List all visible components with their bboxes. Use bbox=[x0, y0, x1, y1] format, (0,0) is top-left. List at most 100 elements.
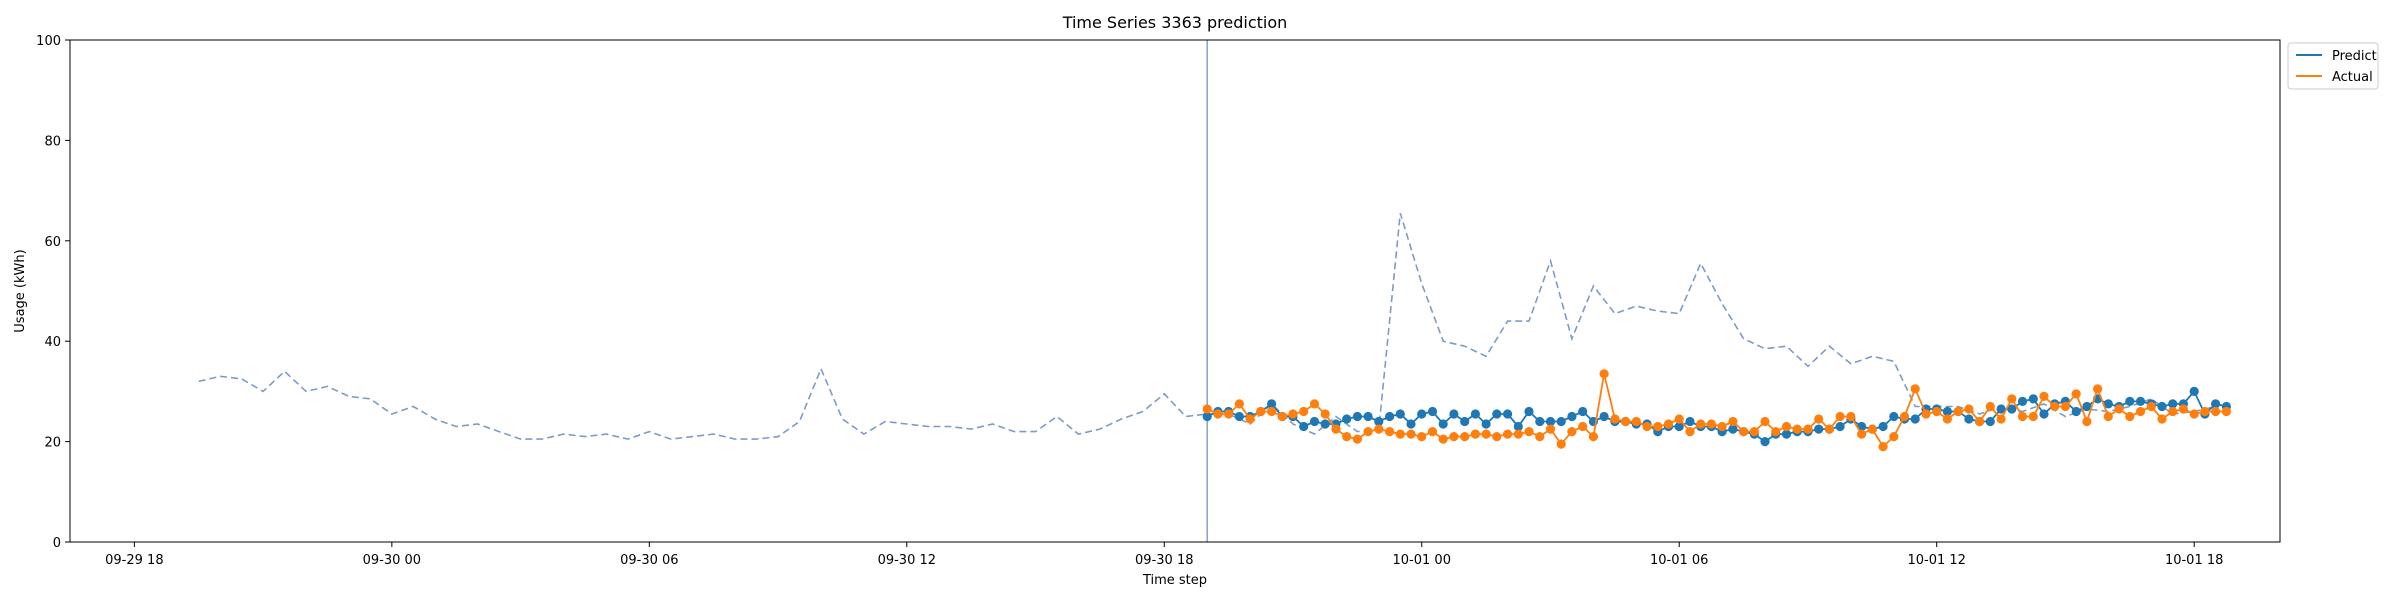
predict-point bbox=[1374, 416, 1384, 427]
actual-point bbox=[1202, 404, 1212, 414]
predict-point bbox=[1556, 416, 1566, 427]
x-tick-label: 09-30 00 bbox=[363, 553, 421, 568]
history-line bbox=[198, 212, 2216, 440]
actual-point bbox=[1224, 409, 1234, 419]
y-tick-label: 20 bbox=[44, 436, 61, 451]
actual-point bbox=[1728, 416, 1738, 427]
actual-point bbox=[1975, 416, 1985, 427]
predict-point bbox=[1299, 421, 1309, 432]
predict-point bbox=[1781, 429, 1792, 439]
actual-point bbox=[1824, 424, 1834, 434]
actual-point bbox=[1857, 429, 1867, 439]
y-axis: 0 20 40 60 80 100 bbox=[36, 34, 70, 551]
actual-point bbox=[1771, 427, 1781, 437]
predict-point bbox=[1492, 409, 1502, 419]
predict-point bbox=[1267, 399, 1277, 409]
actual-point bbox=[1749, 427, 1759, 437]
predict-point bbox=[1352, 411, 1362, 422]
predict-point bbox=[1985, 416, 1995, 427]
actual-point bbox=[1932, 406, 1942, 417]
actual-point bbox=[1835, 411, 1845, 422]
predict-point bbox=[1234, 411, 1244, 422]
actual-point bbox=[2007, 394, 2017, 404]
actual-point bbox=[1331, 424, 1341, 434]
actual-point bbox=[2017, 411, 2028, 422]
actual-point bbox=[1663, 419, 1674, 429]
actual-point bbox=[2135, 406, 2146, 417]
actual-point bbox=[1470, 429, 1480, 439]
actual-point bbox=[1996, 414, 2006, 424]
predict-point bbox=[1406, 419, 1416, 429]
actual-point bbox=[1706, 419, 1716, 429]
actual-point bbox=[1674, 414, 1684, 424]
actual-point bbox=[1910, 384, 1920, 394]
predict-point bbox=[2168, 399, 2178, 409]
actual-point bbox=[1889, 432, 1899, 442]
predict-point bbox=[1470, 409, 1480, 419]
predict-point bbox=[1889, 411, 1899, 422]
x-tick-label: 10-01 00 bbox=[1393, 553, 1451, 568]
actual-point bbox=[1867, 424, 1877, 434]
actual-point bbox=[1878, 442, 1888, 452]
predict-point bbox=[1545, 416, 1556, 427]
predict-point bbox=[1814, 424, 1824, 434]
actual-point bbox=[1556, 439, 1566, 449]
predict-point bbox=[1342, 414, 1352, 424]
predict-point bbox=[1964, 414, 1974, 424]
predict-point bbox=[1535, 416, 1545, 427]
predict-point bbox=[2082, 401, 2092, 412]
x-tick-label: 09-30 06 bbox=[620, 553, 678, 568]
actual-point bbox=[1792, 424, 1802, 434]
predict-point bbox=[2125, 396, 2135, 406]
actual-point bbox=[1921, 409, 1931, 419]
x-tick-label: 10-01 06 bbox=[1650, 553, 1708, 568]
actual-point bbox=[1342, 432, 1352, 442]
predict-point bbox=[2007, 404, 2017, 414]
actual-point bbox=[1578, 421, 1588, 432]
actual-point bbox=[2093, 384, 2103, 394]
actual-point bbox=[1760, 416, 1770, 427]
predict-point bbox=[2189, 386, 2199, 396]
actual-point bbox=[1985, 401, 1995, 412]
actual-point bbox=[1567, 427, 1577, 437]
predict-point bbox=[1599, 411, 1609, 422]
actual-point bbox=[1964, 404, 1974, 414]
predict-point bbox=[1513, 421, 1523, 432]
actual-point bbox=[2071, 389, 2081, 399]
actual-point bbox=[1899, 411, 1910, 422]
predict-point bbox=[1395, 409, 1405, 419]
history-layer bbox=[198, 40, 2216, 542]
actual-point bbox=[1545, 424, 1556, 434]
actual-point bbox=[2039, 391, 2049, 401]
actual-point bbox=[1406, 429, 1416, 439]
x-tick-label: 10-01 18 bbox=[2165, 553, 2223, 568]
actual-point bbox=[1460, 432, 1470, 442]
actual-point bbox=[1781, 421, 1792, 432]
actual-point bbox=[2157, 414, 2167, 424]
x-tick-label: 10-01 12 bbox=[1907, 553, 1965, 568]
predict-point bbox=[1202, 411, 1212, 422]
predict-point bbox=[1438, 419, 1448, 429]
actual-point bbox=[1481, 429, 1491, 439]
actual-point bbox=[2103, 411, 2113, 422]
actual-point bbox=[1588, 432, 1598, 442]
actual-point bbox=[1385, 427, 1395, 437]
actual-point bbox=[1953, 406, 1963, 417]
predict-point bbox=[1578, 406, 1588, 417]
actual-point bbox=[2189, 409, 2199, 419]
predict-point bbox=[2157, 401, 2167, 412]
actual-point bbox=[1942, 414, 1952, 424]
actual-point bbox=[2028, 411, 2038, 422]
predict-point bbox=[1910, 414, 1920, 424]
actual-point bbox=[2211, 406, 2221, 417]
actual-point bbox=[1245, 414, 1255, 424]
actual-point bbox=[1513, 429, 1523, 439]
predict-point bbox=[2028, 394, 2038, 404]
actual-point bbox=[1374, 424, 1384, 434]
legend-label-predict: Predict bbox=[2332, 49, 2377, 64]
actual-point bbox=[1685, 427, 1695, 437]
x-axis-label: Time step bbox=[1142, 573, 1207, 588]
actual-point bbox=[1803, 424, 1813, 434]
predict-point bbox=[1427, 406, 1438, 417]
actual-point bbox=[1299, 406, 1309, 417]
